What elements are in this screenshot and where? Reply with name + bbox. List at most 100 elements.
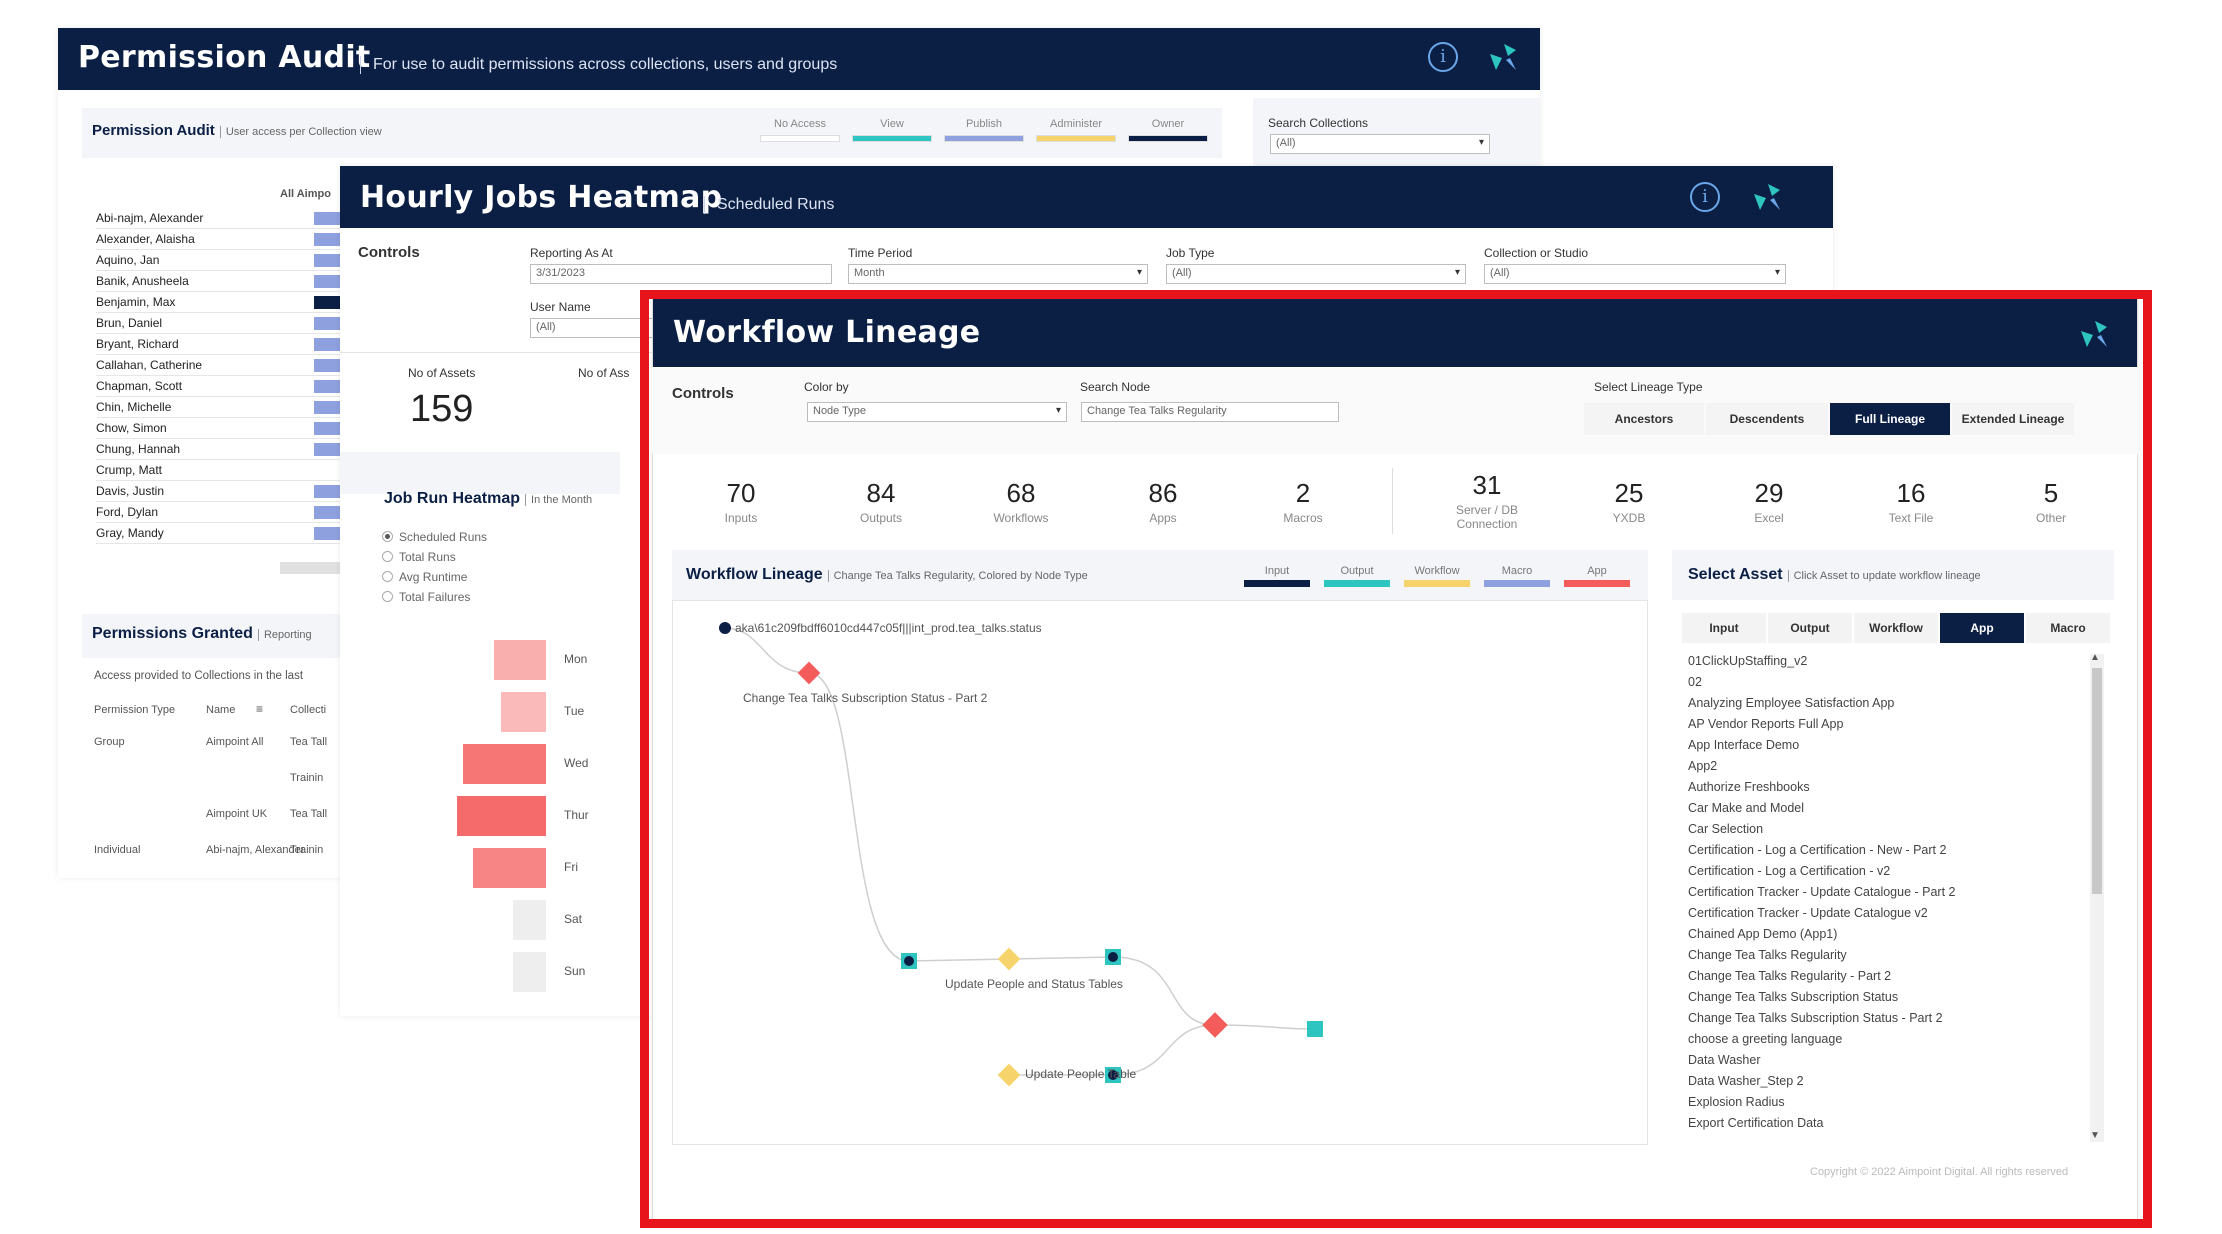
scroll-down-icon[interactable]: ▼ <box>2090 1130 2100 1141</box>
asset-list-item[interactable]: Data Washer <box>1688 1053 1761 1067</box>
lineage-type-extended-lineage[interactable]: Extended Lineage <box>1952 403 2074 435</box>
stat-yxdb: 25 YXDB <box>1574 478 1684 525</box>
stat-value: 84 <box>866 478 896 508</box>
color-by-dropdown[interactable]: Node Type ▾ <box>807 402 1067 422</box>
user-row[interactable]: Crump, Matt <box>96 460 396 481</box>
chevron-down-icon: ▾ <box>1478 137 1484 148</box>
heat-cell[interactable] <box>512 952 546 992</box>
asset-tab-app[interactable]: App <box>1940 613 2024 643</box>
heat-cell[interactable] <box>463 744 546 784</box>
radio-total-failures[interactable]: Total Failures <box>382 590 470 604</box>
user-name: Callahan, Catherine <box>96 358 203 372</box>
asset-list-item[interactable]: Chained App Demo (App1) <box>1688 927 1838 941</box>
horizontal-scrollbar[interactable] <box>280 562 340 574</box>
search-node-input[interactable]: Change Tea Talks Regularity <box>1081 402 1339 422</box>
user-name-label: User Name <box>530 300 591 314</box>
lineage-type-ancestors[interactable]: Ancestors <box>1584 403 1704 435</box>
asset-list-item[interactable]: Change Tea Talks Subscription Status - P… <box>1688 1011 1943 1025</box>
legend-label: Owner <box>1151 118 1185 130</box>
row-divider <box>96 312 396 313</box>
info-icon[interactable]: i <box>1428 42 1458 72</box>
asset-list-item[interactable]: Change Tea Talks Subscription Status <box>1688 990 1899 1004</box>
legend-swatch <box>1564 580 1630 587</box>
table-header: Name <box>206 704 236 716</box>
asset-tab-macro[interactable]: Macro <box>2026 613 2110 643</box>
lineage-type-descendents[interactable]: Descendents <box>1706 403 1828 435</box>
asset-list-item[interactable]: Export Certification Data <box>1688 1116 1824 1130</box>
row-divider <box>96 543 396 544</box>
heat-cell[interactable] <box>512 900 546 940</box>
heatmap-header: Hourly Jobs Heatmap Scheduled Runs i <box>340 166 1833 228</box>
asset-list-item[interactable]: Car Selection <box>1688 822 1764 836</box>
app-node[interactable] <box>797 661 821 685</box>
edge <box>908 958 1010 962</box>
asset-scrollbar-thumb[interactable] <box>2092 668 2102 894</box>
asset-list-item[interactable]: Change Tea Talks Regularity - Part 2 <box>1688 969 1892 983</box>
asset-list-item[interactable]: AP Vendor Reports Full App <box>1688 717 1844 731</box>
asset-panel-title: Select Asset Click Asset to update workfl… <box>1688 566 1981 583</box>
heat-cell[interactable] <box>457 796 546 836</box>
reporting-date-input[interactable]: 3/31/2023 <box>530 264 832 284</box>
lineage-type-label: Select Lineage Type <box>1594 380 1703 394</box>
heat-cell[interactable] <box>494 640 546 680</box>
stat-label: Macros <box>1283 511 1323 525</box>
graph-title: Workflow Lineage Change Tea Talks Regular… <box>686 566 1088 583</box>
asset-list-item[interactable]: App Interface Demo <box>1688 738 1800 752</box>
asset-list-item[interactable]: Certification Tracker - Update Catalogue… <box>1688 906 1928 920</box>
search-collections-dropdown[interactable]: (All) ▾ <box>1270 134 1490 154</box>
asset-list-item[interactable]: Explosion Radius <box>1688 1095 1785 1109</box>
asset-list-item[interactable]: App2 <box>1688 759 1718 773</box>
collection-label: Collection or Studio <box>1484 246 1589 260</box>
legend-swatch <box>852 135 932 142</box>
stat-other: 5 Other <box>1996 478 2106 525</box>
asset-tab-workflow[interactable]: Workflow <box>1854 613 1938 643</box>
asset-list-item[interactable]: 02 <box>1688 675 1702 689</box>
output-node-core <box>1108 952 1118 962</box>
time-period-dropdown[interactable]: Month ▾ <box>848 264 1148 284</box>
workflow-node[interactable] <box>997 1063 1021 1087</box>
asset-list-item[interactable]: choose a greeting language <box>1688 1032 1843 1046</box>
asset-tab-input[interactable]: Input <box>1682 613 1766 643</box>
aimpoint-logo-icon <box>2081 321 2107 347</box>
node-label-app: Change Tea Talks Subscription Status - P… <box>743 691 988 705</box>
workflow-node[interactable] <box>997 947 1021 971</box>
user-name: Aquino, Jan <box>96 253 160 267</box>
asset-list-item[interactable]: Analyzing Employee Satisfaction App <box>1688 696 1895 710</box>
radio-avg-runtime[interactable]: Avg Runtime <box>382 570 467 584</box>
collection-dropdown[interactable]: (All) ▾ <box>1484 264 1786 284</box>
asset-list-item[interactable]: Certification - Log a Certification - Ne… <box>1688 843 1947 857</box>
info-icon[interactable]: i <box>1690 182 1720 212</box>
user-name: Chung, Hannah <box>96 442 181 456</box>
table-cell: Aimpoint UK <box>206 808 268 820</box>
asset-list-item[interactable]: Data Washer_Step 2 <box>1688 1074 1804 1088</box>
asset-list-item[interactable]: Change Tea Talks Regularity <box>1688 948 1847 962</box>
sort-icon[interactable]: ≡ <box>256 702 264 716</box>
asset-list-item[interactable]: Certification - Log a Certification - v2 <box>1688 864 1891 878</box>
job-type-dropdown[interactable]: (All) ▾ <box>1166 264 1466 284</box>
asset-list-item[interactable]: 01ClickUpStaffing_v2 <box>1688 654 1808 668</box>
asset-list-item[interactable]: Certification Tracker - Update Catalogue… <box>1688 885 1956 899</box>
row-divider <box>96 501 396 502</box>
input-node[interactable] <box>719 622 731 634</box>
stat-label: Server / DB Connection <box>1455 503 1518 531</box>
asset-tab-output[interactable]: Output <box>1768 613 1852 643</box>
radio-total-runs[interactable]: Total Runs <box>382 550 456 564</box>
heat-cell[interactable] <box>500 692 546 732</box>
output-node[interactable] <box>1307 1021 1323 1037</box>
lineage-type-full-lineage[interactable]: Full Lineage <box>1830 403 1950 435</box>
row-divider <box>96 438 396 439</box>
chevron-down-icon: ▾ <box>1136 267 1142 278</box>
legend-swatch <box>1128 135 1208 142</box>
asset-list-item[interactable]: Car Make and Model <box>1688 801 1805 815</box>
radio-scheduled-runs[interactable]: Scheduled Runs <box>382 530 487 544</box>
stat-label: Inputs <box>724 511 758 525</box>
app-node[interactable] <box>1202 1012 1228 1038</box>
legend-swatch <box>1404 580 1470 587</box>
heat-cell[interactable] <box>472 848 546 888</box>
asset-list-item[interactable]: Authorize Freshbooks <box>1688 780 1810 794</box>
day-label: Thur <box>564 808 589 822</box>
color-by-label: Color by <box>804 380 849 394</box>
permissions-granted-bar <box>82 614 382 658</box>
lineage-graph-canvas[interactable]: aka\61c209fbdff6010cd447c05f|||int_prod.… <box>672 600 1648 1145</box>
scroll-up-icon[interactable]: ▲ <box>2090 652 2100 663</box>
